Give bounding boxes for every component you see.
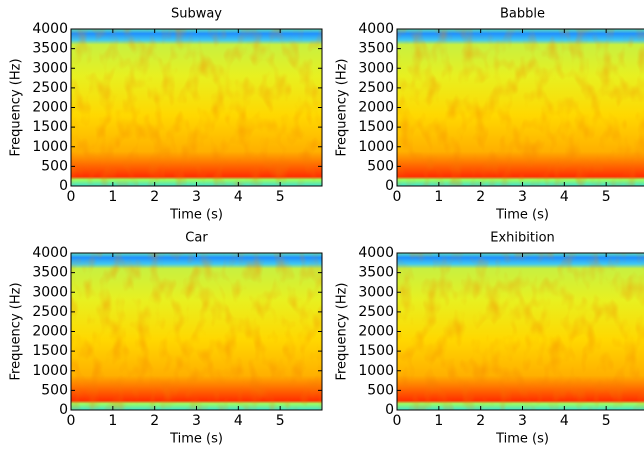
y-tick-label: 2000: [358, 100, 394, 116]
y-tick-label: 1500: [358, 343, 394, 359]
y-tick-label: 500: [367, 158, 394, 174]
y-tick-label: 1500: [32, 119, 68, 135]
y-tick-label: 2500: [358, 304, 394, 320]
chart-title: Car: [185, 231, 208, 246]
chart-title: Exhibition: [490, 231, 555, 246]
x-tick-label: 4: [234, 413, 243, 429]
y-tick-label: 1500: [358, 119, 394, 135]
x-tick-label: 5: [276, 189, 285, 205]
y-tick-label: 4000: [32, 21, 68, 37]
x-tick-label: 2: [150, 189, 159, 205]
y-tick-label: 500: [41, 382, 68, 398]
x-tick-label: 2: [150, 413, 159, 429]
x-tick-label: 0: [393, 189, 402, 205]
spectrogram-texture: [71, 253, 322, 410]
y-tick-label: 3000: [358, 60, 394, 76]
x-tick-label: 1: [434, 413, 443, 429]
x-axis-label: Time (s): [169, 208, 223, 223]
y-tick-label: 500: [41, 158, 68, 174]
x-tick-label: 4: [234, 189, 243, 205]
y-tick-label: 0: [59, 178, 68, 194]
y-tick-label: 4000: [32, 245, 68, 261]
y-tick-label: 1000: [32, 363, 68, 379]
y-tick-label: 2000: [32, 100, 68, 116]
chart-title: Babble: [500, 7, 545, 22]
y-tick-label: 1000: [32, 139, 68, 155]
y-tick-label: 4000: [358, 245, 394, 261]
x-tick-label: 0: [67, 189, 76, 205]
y-tick-label: 500: [367, 382, 394, 398]
y-axis-label: Frequency (Hz): [9, 58, 24, 156]
x-tick-label: 4: [560, 413, 569, 429]
spectrogram-texture: [71, 29, 322, 186]
x-tick-label: 3: [192, 413, 201, 429]
x-tick-label: 2: [476, 189, 485, 205]
x-axis-label: Time (s): [495, 208, 549, 223]
x-tick-label: 3: [518, 189, 527, 205]
spectrogram-texture: [397, 253, 644, 410]
x-tick-label: 0: [67, 413, 76, 429]
y-tick-label: 1500: [32, 343, 68, 359]
y-tick-label: 0: [59, 402, 68, 418]
x-tick-label: 2: [476, 413, 485, 429]
y-tick-label: 3500: [358, 41, 394, 57]
y-tick-label: 3500: [32, 265, 68, 281]
y-axis-label: Frequency (Hz): [9, 282, 24, 380]
x-tick-label: 3: [192, 189, 201, 205]
y-tick-label: 1000: [358, 363, 394, 379]
x-tick-label: 1: [108, 413, 117, 429]
x-tick-label: 0: [393, 413, 402, 429]
y-tick-label: 0: [385, 402, 394, 418]
y-tick-label: 2500: [32, 304, 68, 320]
y-tick-label: 3500: [358, 265, 394, 281]
x-axis-label: Time (s): [169, 432, 223, 447]
y-tick-label: 2500: [358, 80, 394, 96]
y-tick-label: 0: [385, 178, 394, 194]
spectrogram-texture: [397, 29, 644, 186]
y-tick-label: 1000: [358, 139, 394, 155]
x-tick-label: 1: [108, 189, 117, 205]
y-tick-label: 3000: [32, 284, 68, 300]
x-tick-label: 1: [434, 189, 443, 205]
y-tick-label: 4000: [358, 21, 394, 37]
x-tick-label: 5: [602, 413, 611, 429]
x-tick-label: 3: [518, 413, 527, 429]
x-axis-label: Time (s): [495, 432, 549, 447]
y-tick-label: 3000: [32, 60, 68, 76]
x-tick-label: 5: [602, 189, 611, 205]
y-tick-label: 3000: [358, 284, 394, 300]
y-tick-label: 3500: [32, 41, 68, 57]
y-tick-label: 2500: [32, 80, 68, 96]
y-tick-label: 2000: [358, 324, 394, 340]
y-axis-label: Frequency (Hz): [335, 282, 350, 380]
x-tick-label: 4: [560, 189, 569, 205]
chart-title: Subway: [171, 7, 222, 22]
y-axis-label: Frequency (Hz): [335, 58, 350, 156]
x-tick-label: 5: [276, 413, 285, 429]
y-tick-label: 2000: [32, 324, 68, 340]
